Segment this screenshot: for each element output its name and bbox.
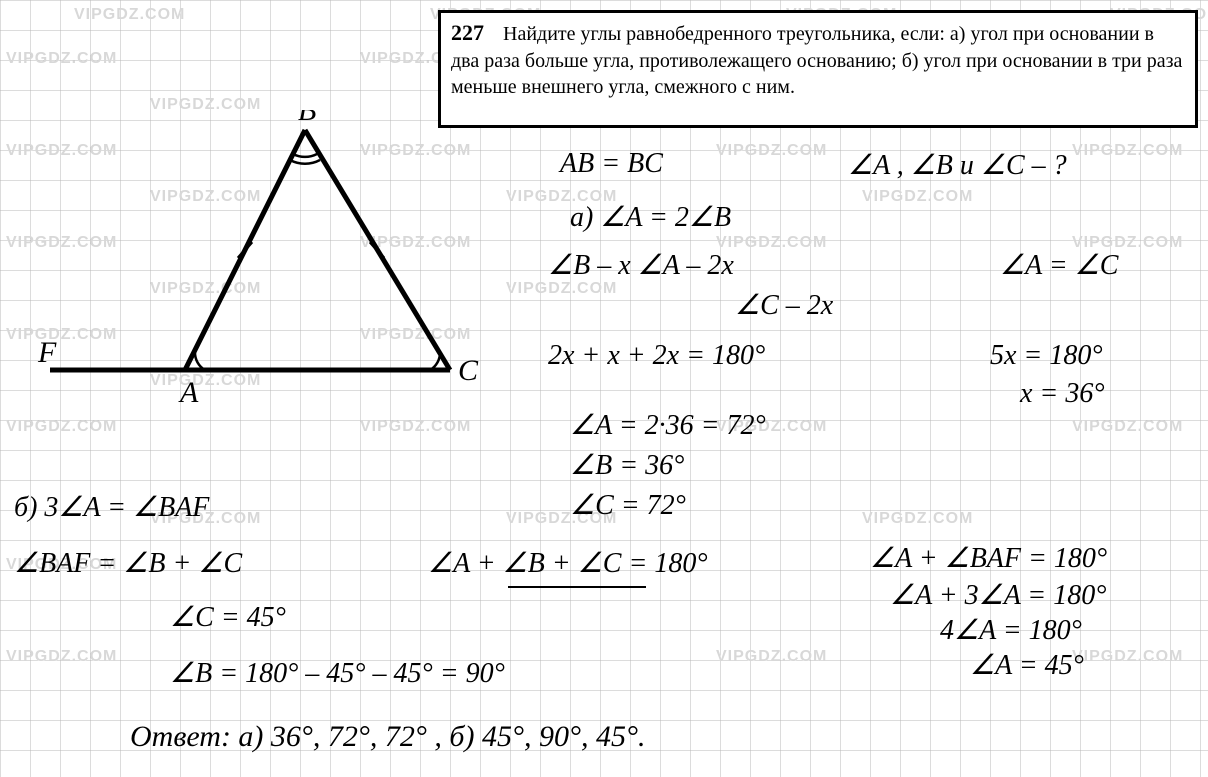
let-b-x-a-2x: ∠B – x ∠A – 2x	[548, 248, 734, 282]
ext-angle-eq: ∠BAF = ∠B + ∠C	[14, 546, 242, 580]
underline-bc	[508, 586, 646, 588]
vertex-f-label: F	[37, 336, 57, 369]
angle-c-45: ∠C = 45°	[170, 600, 286, 634]
problem-number: 227	[451, 20, 484, 45]
sum-180: ∠A + ∠B + ∠C = 180°	[428, 546, 708, 580]
part-b-statement: б) 3∠A = ∠BAF	[14, 490, 209, 524]
triangle-diagram: B A C F	[20, 110, 490, 440]
angle-c-val: ∠C = 72°	[570, 488, 686, 522]
equation-5x: 5x = 180°	[990, 340, 1103, 372]
angle-a-val: ∠A = 2·36 = 72°	[570, 408, 766, 442]
solve-x: x = 36°	[1020, 378, 1105, 410]
a-45: ∠A = 45°	[970, 648, 1084, 682]
problem-text: Найдите углы равнобедренного треугольник…	[451, 23, 1182, 98]
a-equals-c: ∠A = ∠C	[1000, 248, 1118, 282]
part-a-statement: а) ∠A = 2∠B	[570, 200, 731, 234]
problem-statement-box: 227 Найдите углы равнобедренного треугол…	[438, 10, 1198, 128]
a-plus-3a: ∠A + 3∠A = 180°	[890, 578, 1106, 612]
answer-line: Ответ: а) 36°, 72°, 72° , б) 45°, 90°, 4…	[130, 720, 645, 754]
angle-b-val: ∠B = 36°	[570, 448, 684, 482]
a-plus-baf: ∠A + ∠BAF = 180°	[870, 541, 1107, 575]
angle-b-90: ∠B = 180° – 45° – 45° = 90°	[170, 656, 505, 690]
vertex-a-label: A	[178, 376, 199, 409]
four-a-180: 4∠A = 180°	[940, 613, 1082, 647]
let-c-2x: ∠C – 2x	[735, 288, 833, 322]
given-sides: AB = BC	[560, 148, 663, 180]
find-angles: ∠A , ∠B и ∠C – ?	[848, 148, 1067, 182]
equation-sum: 2x + x + 2x = 180°	[548, 340, 765, 372]
vertex-c-label: C	[458, 354, 479, 387]
vertex-b-label: B	[298, 110, 316, 127]
